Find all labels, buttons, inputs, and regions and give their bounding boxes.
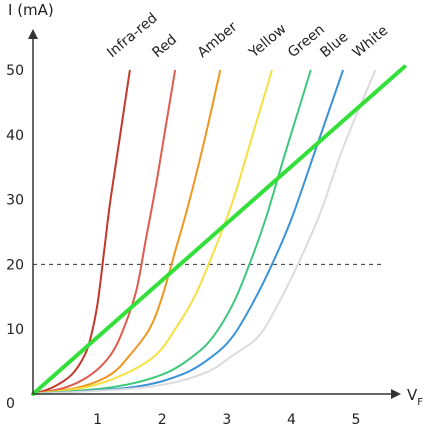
x-axis-label-sub: F xyxy=(417,397,423,408)
y-tick-label: 20 xyxy=(6,257,24,273)
y-tick-label: 0 xyxy=(6,396,15,412)
series-layer xyxy=(32,69,377,395)
series-label-amber: Amber xyxy=(195,19,241,61)
y-axis-label: I (mA) xyxy=(8,1,54,19)
x-axis-label-main: V xyxy=(407,386,418,404)
series-line-amber xyxy=(32,69,222,395)
series-label-yellow: Yellow xyxy=(246,21,290,62)
series-label-red: Red xyxy=(149,32,180,61)
x-tick-label: 4 xyxy=(287,412,296,428)
x-axis-label: VF xyxy=(407,386,423,408)
series-line-yellow xyxy=(32,69,273,395)
series-label-white: White xyxy=(350,23,391,61)
series-line-green xyxy=(32,69,312,395)
x-tick-label: 5 xyxy=(352,412,361,428)
series-line-infra-red xyxy=(32,69,131,395)
x-tick-label: 3 xyxy=(222,412,231,428)
y-tick-label: 30 xyxy=(6,193,24,209)
overlay-line xyxy=(31,64,407,396)
y-tick-label: 50 xyxy=(6,63,24,79)
y-tick-labels: 0 10 20 30 40 50 xyxy=(6,63,24,412)
series-line-blue xyxy=(32,69,345,395)
x-tick-label: 1 xyxy=(93,412,102,428)
series-line-white xyxy=(32,69,377,395)
x-tick-label: 2 xyxy=(158,412,167,428)
y-tick-label: 40 xyxy=(6,128,24,144)
overlay-layer xyxy=(31,64,407,396)
series-line-red xyxy=(32,69,177,395)
y-tick-label: 10 xyxy=(6,322,24,338)
x-tick-labels: 1 2 3 4 5 xyxy=(93,412,360,428)
